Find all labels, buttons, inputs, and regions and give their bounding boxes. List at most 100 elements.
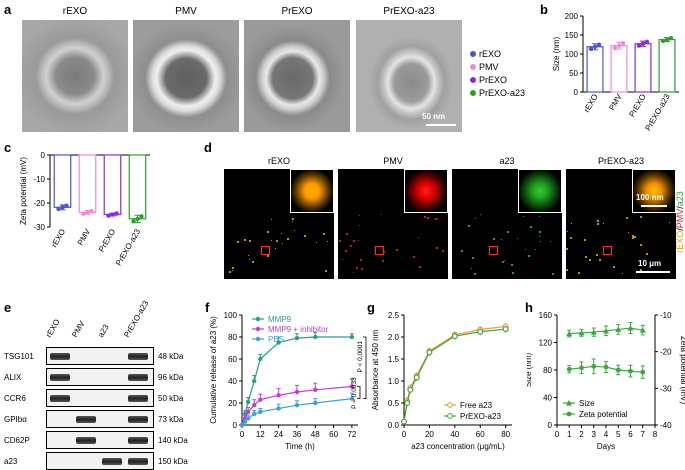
x-tick-label: 12	[256, 430, 265, 439]
y-tick-label: 40	[228, 377, 237, 386]
x-tick-label: 4	[604, 430, 609, 439]
blot-strip	[46, 431, 154, 449]
fluorescent-punctum	[383, 250, 386, 253]
legend-marker	[447, 402, 453, 408]
category-label: PrEXO-a23	[643, 92, 672, 132]
fluorescent-punctum	[502, 260, 505, 263]
category-label: PMV	[76, 227, 93, 247]
fluorescent-punctum	[628, 231, 630, 233]
blot-strip	[46, 410, 154, 428]
legend-item-prexo-a23: PrEXO-a23	[470, 87, 525, 100]
lane-label: rEXO	[44, 317, 62, 339]
blot-band	[128, 374, 148, 381]
fluorescent-punctum	[539, 235, 541, 237]
fluorescent-punctum	[323, 233, 326, 236]
data-point	[64, 203, 69, 208]
bar-rexo	[586, 46, 604, 93]
p-value-label: P = 0.0033	[351, 377, 358, 409]
data-point	[60, 205, 65, 210]
lane-label: a23	[96, 322, 111, 339]
lane-label: PMV	[70, 319, 87, 339]
data-point	[592, 44, 598, 49]
kda-label: 73 kDa	[158, 415, 184, 424]
fluorescent-punctum	[275, 240, 278, 243]
protein-label: ALIX	[4, 373, 22, 382]
blot-strip	[46, 368, 154, 386]
fluorescent-punctum	[266, 255, 269, 258]
y-tick-label: 120	[539, 339, 553, 348]
x-tick-label: 20	[425, 430, 434, 439]
tem-image-prexo	[244, 20, 350, 132]
blot-band	[76, 437, 96, 444]
legend-marker	[255, 326, 261, 332]
fluorescent-punctum	[232, 270, 234, 272]
kda-label: 96 kDa	[158, 373, 184, 382]
data-point	[502, 326, 509, 333]
fluorescent-punctum	[467, 225, 470, 228]
data-point	[612, 45, 618, 51]
fluor-scale-bar	[636, 271, 670, 273]
fluorescent-punctum	[282, 243, 284, 245]
fluorescent-punctum	[602, 222, 604, 224]
legend-marker	[255, 316, 261, 322]
x-tick-label: 36	[292, 430, 301, 439]
x-tick-label: 80	[501, 430, 510, 439]
fluorescent-punctum	[596, 222, 599, 225]
fluorescent-punctum	[437, 218, 439, 220]
y-axis-label: Size (nm)	[552, 37, 561, 72]
data-point	[114, 211, 119, 216]
legend-marker	[447, 413, 453, 419]
blot-strip	[46, 347, 154, 365]
data-point	[258, 397, 263, 402]
category-label: rEXO	[582, 93, 600, 114]
data-point	[258, 409, 263, 414]
data-point	[245, 416, 251, 421]
fluorescent-punctum	[550, 241, 552, 243]
legend-label: MMP9 + inhibitor	[268, 325, 329, 334]
y-tick-label: 1.0	[388, 377, 400, 386]
fluorescent-punctum	[583, 238, 586, 241]
fluorescent-punctum	[346, 232, 349, 235]
fluorescent-punctum	[427, 216, 430, 219]
data-point	[615, 326, 622, 332]
data-point	[294, 389, 300, 395]
x-tick-label: 6	[628, 430, 633, 439]
fluorescent-punctum	[538, 215, 540, 217]
fluorescent-punctum	[324, 270, 327, 273]
fluorescent-punctum	[511, 272, 514, 275]
data-point	[106, 213, 111, 218]
legend-label: MMP9	[268, 315, 292, 324]
x-tick-label: 5	[616, 430, 621, 439]
inset-scale-bar-label: 100 nm	[636, 193, 664, 202]
fluorescent-punctum	[640, 244, 643, 247]
fluorescent-punctum	[480, 214, 482, 216]
y-tick-label: 150	[565, 31, 579, 40]
y-tick-label: 0	[574, 88, 579, 97]
bar-prexo-a23	[658, 38, 676, 93]
category-label: PrEXO	[627, 93, 647, 119]
data-point	[664, 37, 670, 42]
kda-label: 50 kDa	[158, 394, 184, 403]
data-point	[660, 38, 666, 44]
chart-g-absorbance: 0.0 0.5 1.0 1.5 2.0 2.5 0 20 40 60 80 a23 concentra…	[371, 311, 512, 451]
kda-label: 140 kDa	[158, 436, 188, 445]
lane-label: PrEXO-a23	[122, 299, 151, 339]
data-point	[294, 403, 300, 408]
inset-scale-bar	[641, 205, 667, 207]
protein-label: GPIbα	[4, 415, 27, 424]
fluorescent-punctum	[359, 258, 362, 261]
tem-scale-bar	[426, 124, 456, 126]
y-tick-label: 0	[548, 421, 553, 430]
legend-label: Size	[579, 399, 595, 408]
fluorescent-punctum	[236, 240, 239, 243]
data-point	[628, 368, 633, 374]
fluorescent-punctum	[380, 213, 382, 215]
fluorescent-punctum	[436, 247, 439, 250]
data-point	[404, 399, 411, 406]
fluorescent-punctum	[350, 244, 353, 247]
right-y-tick-label: -10	[660, 311, 672, 320]
data-point	[401, 418, 408, 425]
fluorescent-punctum	[248, 259, 250, 261]
fluorescent-punctum	[252, 260, 255, 263]
